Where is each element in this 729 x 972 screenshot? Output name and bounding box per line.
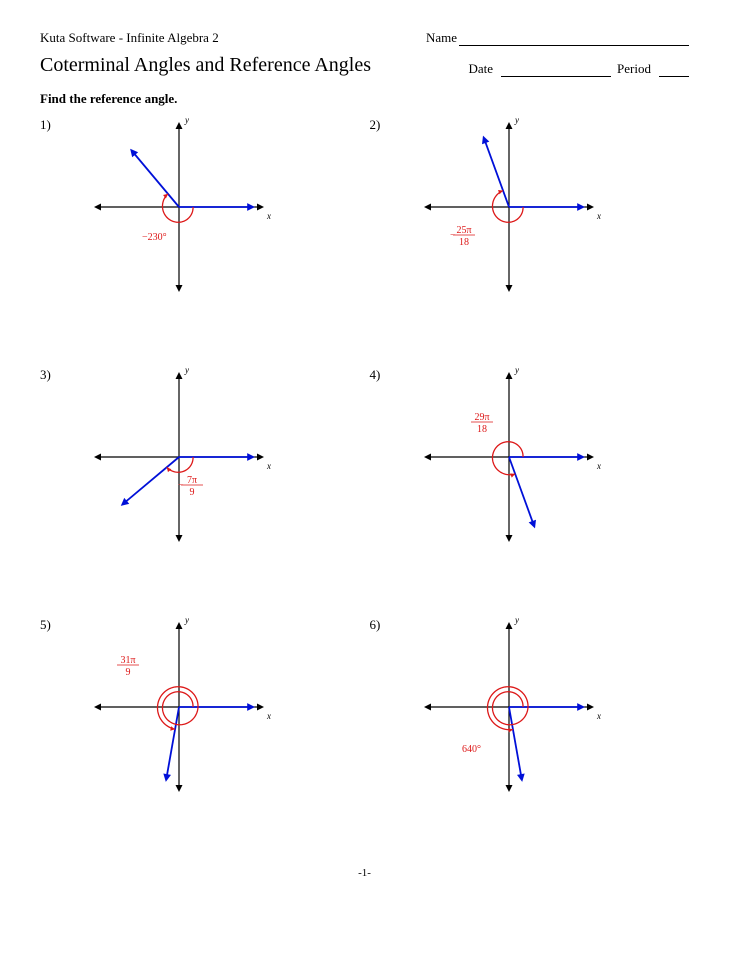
svg-text:y: y	[514, 117, 519, 125]
angle-diagram: x y 29π18	[394, 367, 624, 547]
problem-number: 4)	[370, 367, 394, 383]
problem: 3) x y −7π9	[40, 367, 360, 547]
svg-text:y: y	[514, 367, 519, 375]
svg-text:x: x	[596, 461, 601, 471]
svg-text:25π: 25π	[456, 225, 471, 236]
name-label: Name	[426, 30, 457, 46]
page-title: Coterminal Angles and Reference Angles	[40, 54, 371, 77]
svg-text:31π: 31π	[120, 655, 135, 666]
date-blank	[501, 64, 611, 77]
svg-text:−: −	[450, 230, 456, 241]
angle-diagram: x y −7π9	[64, 367, 294, 547]
svg-text:x: x	[266, 711, 271, 721]
angle-diagram: x y 31π9	[64, 617, 294, 797]
problem: 6) x y 640°	[370, 617, 690, 797]
problem: 5) x y 31π9	[40, 617, 360, 797]
svg-text:−230°: −230°	[142, 232, 167, 243]
svg-text:−: −	[178, 480, 184, 491]
svg-text:18: 18	[459, 237, 469, 248]
svg-text:y: y	[184, 117, 189, 125]
svg-text:x: x	[266, 461, 271, 471]
period-label: Period	[617, 61, 651, 77]
problem-number: 5)	[40, 617, 64, 633]
svg-text:x: x	[266, 211, 271, 221]
svg-text:y: y	[514, 617, 519, 625]
svg-text:7π: 7π	[187, 475, 197, 486]
svg-text:29π: 29π	[474, 412, 489, 423]
name-blank	[459, 33, 689, 46]
angle-diagram: x y 640°	[394, 617, 624, 797]
instruction: Find the reference angle.	[40, 91, 689, 107]
svg-text:y: y	[184, 367, 189, 375]
problem-grid: 1)xy−230°2)xy−25π183)xy−7π94)xy29π185)xy…	[40, 117, 689, 797]
period-blank	[659, 64, 689, 77]
problem-number: 2)	[370, 117, 394, 133]
software-name: Kuta Software - Infinite Algebra 2	[40, 30, 219, 46]
angle-diagram: x y −25π18	[394, 117, 624, 297]
page-number: -1-	[40, 867, 689, 879]
angle-diagram: x y −230°	[64, 117, 294, 297]
svg-text:x: x	[596, 711, 601, 721]
problem-number: 3)	[40, 367, 64, 383]
svg-text:9: 9	[190, 487, 195, 498]
svg-text:x: x	[596, 211, 601, 221]
problem-number: 1)	[40, 117, 64, 133]
problem: 4) x y 29π18	[370, 367, 690, 547]
problem: 2) x y −25π18	[370, 117, 690, 297]
date-label: Date	[469, 61, 494, 77]
svg-text:18: 18	[477, 424, 487, 435]
problem: 1) x y −230°	[40, 117, 360, 297]
svg-text:y: y	[184, 617, 189, 625]
svg-text:640°: 640°	[462, 744, 481, 755]
problem-number: 6)	[370, 617, 394, 633]
svg-text:9: 9	[126, 667, 131, 678]
